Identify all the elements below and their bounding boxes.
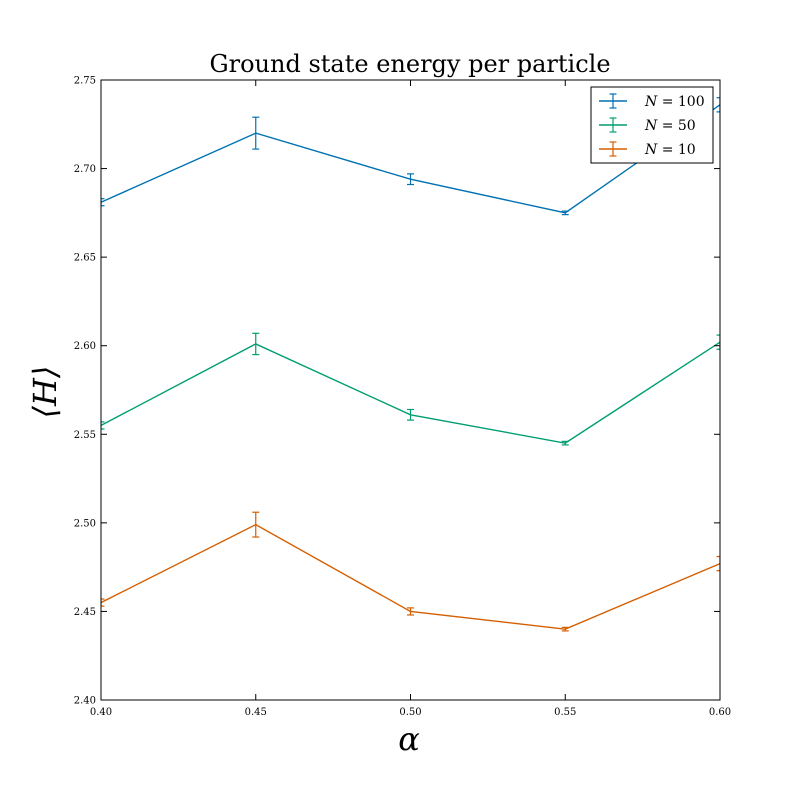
legend-label-value: = 100	[657, 94, 704, 110]
legend-label-var: N	[644, 118, 658, 134]
legend-label-value: = 10	[657, 142, 695, 158]
x-tick-label: 0.60	[709, 707, 731, 718]
x-tick-label: 0.55	[554, 707, 576, 718]
legend-label-var: N	[644, 142, 658, 158]
y-tick-label: 2.55	[74, 430, 96, 441]
y-tick-label: 2.75	[74, 76, 96, 87]
legend-label: N = 10	[644, 142, 696, 158]
series-2	[101, 511, 720, 632]
series-line-1	[101, 341, 720, 444]
y-axis-label: ⟨H⟩	[26, 366, 64, 419]
y-tick-label: 2.40	[74, 696, 96, 707]
y-tick-label: 2.45	[74, 607, 96, 618]
x-axis-label: α	[398, 720, 420, 758]
y-tick-label: 2.50	[74, 518, 96, 529]
legend-label: N = 50	[644, 118, 696, 134]
legend-item-0: N = 100	[599, 93, 705, 110]
y-tick-label: 2.60	[74, 341, 96, 352]
y-tick-label: 2.65	[74, 253, 96, 264]
x-tick-label: 0.50	[399, 707, 421, 718]
chart-title: Ground state energy per particle	[209, 50, 610, 78]
legend-label: N = 100	[644, 94, 705, 110]
x-tick-label: 0.45	[245, 707, 267, 718]
legend-item-2: N = 10	[599, 141, 696, 158]
plot-frame	[100, 79, 721, 701]
series-0	[101, 97, 720, 216]
legend-item-1: N = 50	[599, 117, 696, 134]
legend-label-value: = 50	[657, 118, 695, 134]
legend-label-var: N	[644, 94, 658, 110]
plot-area	[100, 79, 721, 701]
series-1	[101, 332, 720, 446]
y-tick-label: 2.70	[74, 164, 96, 175]
series-layer	[101, 97, 720, 632]
ticks-layer: 0.40 0.45 0.50 0.55 0.60 2.40 2.45 2.50 2.55 2.60…	[74, 76, 731, 719]
x-tick-label: 0.40	[90, 707, 112, 718]
